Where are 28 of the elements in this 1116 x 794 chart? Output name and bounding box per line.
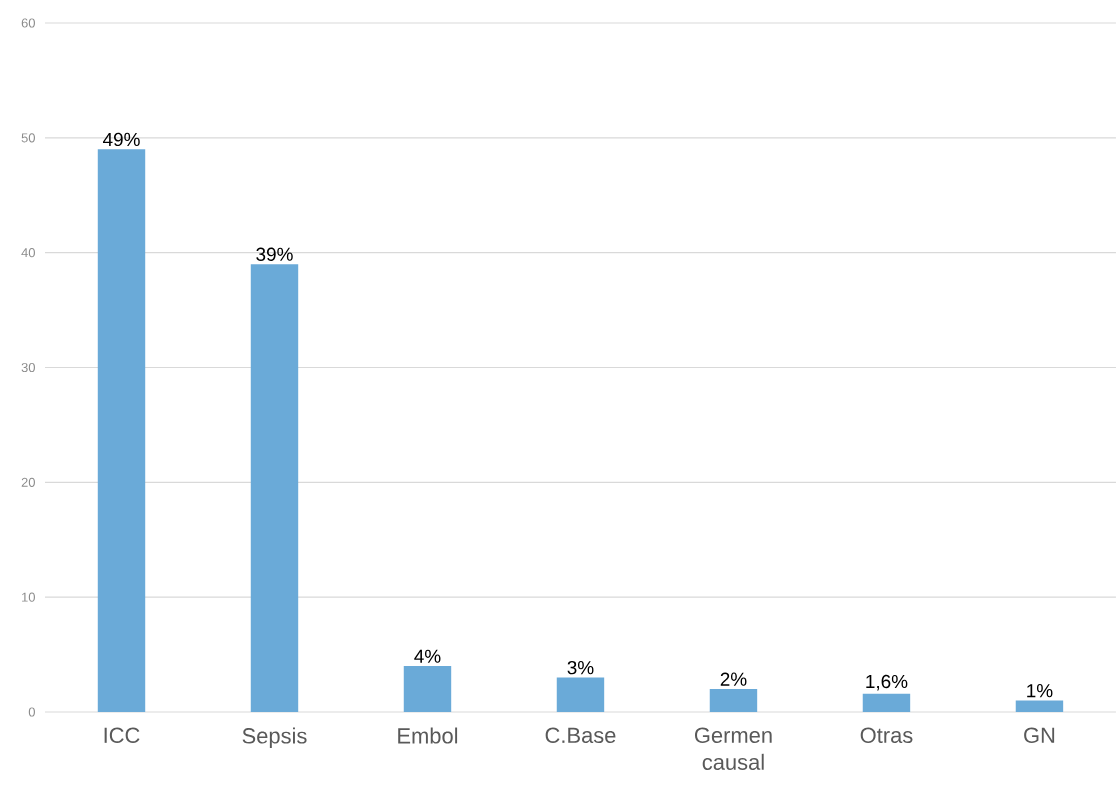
y-tick-label: 40 <box>21 248 35 258</box>
x-tick-label: C.Base <box>545 727 616 744</box>
data-label: 1,6% <box>866 674 908 691</box>
bar <box>862 693 911 712</box>
y-tick-label: 50 <box>21 133 35 143</box>
y-tick-label: 60 <box>21 18 35 28</box>
data-label: 1% <box>1027 684 1053 698</box>
y-tick-label: 0 <box>28 707 35 717</box>
y-tick-label: 30 <box>21 362 35 373</box>
bar <box>97 149 146 712</box>
bar <box>556 677 605 712</box>
data-label: 3% <box>567 660 594 675</box>
x-tick-label: Otras <box>860 727 913 744</box>
bar <box>250 264 299 712</box>
data-label: 2% <box>720 672 747 686</box>
x-tick-label: Embol <box>398 727 458 744</box>
data-label: 4% <box>414 649 441 663</box>
bar <box>403 666 452 712</box>
y-tick-label: 10 <box>22 592 35 602</box>
bar <box>1015 700 1064 712</box>
x-tick-label: Sepsis <box>242 727 307 748</box>
data-label: 39% <box>256 247 293 261</box>
x-tick-label: ICC <box>104 727 140 744</box>
x-tick-label: Germen causal <box>694 727 772 770</box>
bar <box>709 689 758 712</box>
x-tick-label: GN <box>1024 727 1055 744</box>
y-tick-label: 20 <box>21 477 35 487</box>
data-label: 49% <box>102 132 140 147</box>
